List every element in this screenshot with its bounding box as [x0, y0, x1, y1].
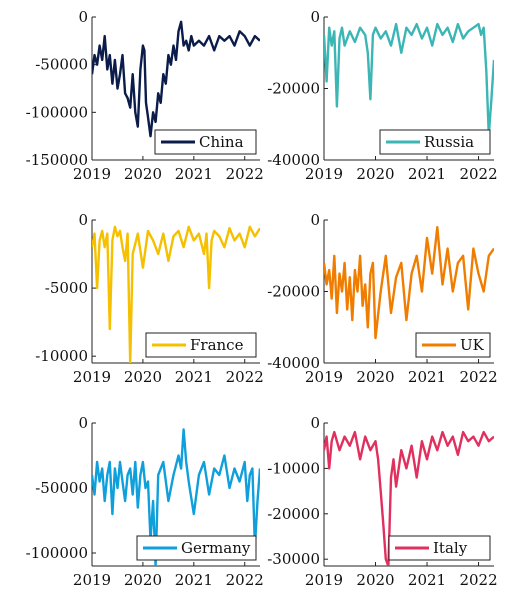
x-tick-label: 2019 [305, 571, 343, 589]
x-tick-label: 2021 [408, 165, 446, 183]
x-tick-label: 2019 [305, 165, 343, 183]
x-tick-label: 2021 [175, 165, 213, 183]
y-tick-label: -40000 [267, 354, 320, 372]
legend-label: France [190, 336, 244, 354]
x-tick-label: 2021 [408, 571, 446, 589]
x-tick-label: 2022 [226, 165, 264, 183]
x-tick-label: 2019 [73, 368, 111, 386]
y-tick-label: -50000 [35, 56, 88, 74]
x-tick-label: 2021 [175, 571, 213, 589]
x-tick-label: 2019 [73, 165, 111, 183]
legend-label: Italy [433, 539, 468, 557]
legend-label: Russia [424, 133, 474, 151]
x-tick-label: 2022 [459, 368, 497, 386]
y-tick-label: -5000 [45, 279, 88, 297]
y-tick-label: -10000 [35, 347, 88, 365]
x-tick-label: 2020 [356, 165, 394, 183]
legend-label: UK [460, 336, 485, 354]
y-tick-label: 0 [78, 211, 88, 229]
x-tick-label: 2020 [356, 368, 394, 386]
y-tick-label: -30000 [267, 550, 320, 568]
y-tick-label: -150000 [26, 151, 88, 169]
series-line-russia [324, 22, 494, 137]
y-tick-label: 0 [310, 8, 320, 26]
y-tick-label: -50000 [35, 479, 88, 497]
y-tick-label: 0 [310, 414, 320, 432]
y-tick-label: -20000 [267, 283, 320, 301]
legend-label: China [199, 133, 244, 151]
y-tick-label: -20000 [267, 80, 320, 98]
y-tick-label: -100000 [26, 103, 88, 121]
y-tick-label: 0 [78, 414, 88, 432]
y-tick-label: 0 [78, 8, 88, 26]
panel-germany: 0 -50000 -100000 2019 2020 2021 2022 Germany [26, 414, 264, 589]
x-tick-label: 2019 [305, 368, 343, 386]
series-line-germany [92, 428, 260, 566]
legend-label: Germany [181, 539, 251, 557]
y-tick-label: 0 [310, 211, 320, 229]
y-tick-label: -20000 [267, 505, 320, 523]
x-tick-label: 2022 [226, 368, 264, 386]
series-line-italy [324, 430, 494, 566]
y-tick-label: -100000 [26, 544, 88, 562]
x-tick-label: 2021 [175, 368, 213, 386]
x-tick-label: 2020 [356, 571, 394, 589]
x-tick-label: 2021 [408, 368, 446, 386]
panel-france: 0 -5000 -10000 2019 2020 2021 2022 France [35, 211, 264, 386]
x-tick-label: 2020 [124, 571, 162, 589]
x-tick-label: 2022 [459, 571, 497, 589]
y-tick-label: -10000 [267, 459, 320, 477]
series-line-uk [324, 225, 494, 340]
x-tick-label: 2022 [226, 571, 264, 589]
x-tick-label: 2020 [124, 165, 162, 183]
x-tick-label: 2022 [459, 165, 497, 183]
panel-italy: 0 -10000 -20000 -30000 2019 2020 2021 2022 Italy [267, 414, 497, 589]
x-tick-label: 2019 [73, 571, 111, 589]
series-line-france [92, 225, 260, 363]
series-line-china [92, 20, 260, 138]
x-tick-label: 2020 [124, 368, 162, 386]
y-tick-label: -40000 [267, 151, 320, 169]
